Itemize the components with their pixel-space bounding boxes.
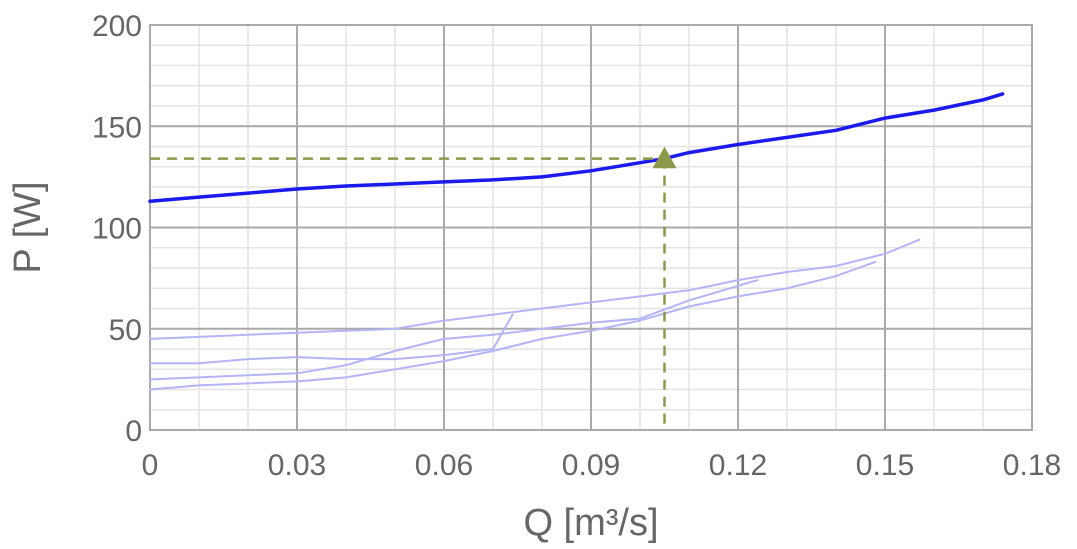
y-axis-title: P [W] [7,181,49,273]
x-tick-labels: 0 0.03 0.06 0.09 0.12 0.15 0.18 [142,449,1062,482]
operating-point-marker [652,146,677,169]
power-curve-main [148,92,1005,203]
x-tick-label: 0 [142,449,159,482]
y-tick-label: 200 [92,10,142,43]
x-tick-label: 0.18 [1003,449,1061,482]
plot-frame [149,24,1033,431]
x-axis-title: Q [m³/s] [523,502,658,544]
x-tick-label: 0.03 [268,449,326,482]
x-tick-label: 0.06 [415,449,473,482]
y-tick-label: 100 [92,213,142,246]
x-tick-label: 0.09 [562,449,620,482]
operating-point-layer [150,146,677,430]
power-curve-background [149,238,921,340]
y-tick-label: 0 [125,415,142,448]
power-curve-background [149,313,514,365]
series-layer [148,92,1005,391]
power-curve-background [149,279,759,381]
power-curve-background [149,260,877,391]
y-tick-label: 150 [92,111,142,144]
x-tick-label: 0.12 [709,449,767,482]
y-tick-label: 50 [109,314,142,347]
major-grid [150,25,1032,430]
y-tick-labels: 0 50 100 150 200 [92,10,142,448]
x-tick-label: 0.15 [856,449,914,482]
